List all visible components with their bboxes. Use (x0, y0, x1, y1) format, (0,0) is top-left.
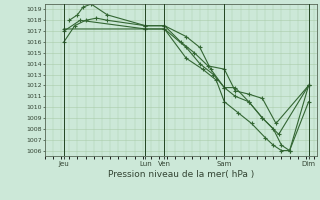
X-axis label: Pression niveau de la mer( hPa ): Pression niveau de la mer( hPa ) (108, 170, 254, 179)
